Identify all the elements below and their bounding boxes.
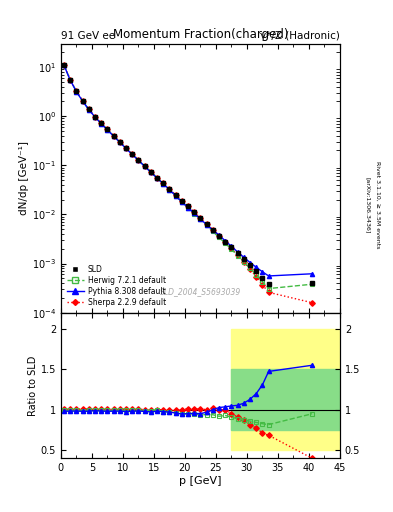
- Text: γ*/Z (Hadronic): γ*/Z (Hadronic): [260, 31, 340, 41]
- Bar: [231, 369, 340, 430]
- Text: 91 GeV ee: 91 GeV ee: [61, 31, 115, 41]
- X-axis label: p [GeV]: p [GeV]: [179, 476, 222, 486]
- Y-axis label: Ratio to SLD: Ratio to SLD: [28, 355, 38, 416]
- Title: Momentum Fraction(charged): Momentum Fraction(charged): [113, 28, 288, 41]
- Text: SLD_2004_S5693039: SLD_2004_S5693039: [160, 288, 241, 296]
- Text: Rivet 3.1.10, ≥ 3.5M events: Rivet 3.1.10, ≥ 3.5M events: [375, 161, 380, 248]
- Legend: SLD, Herwig 7.2.1 default, Pythia 8.308 default, Sherpa 2.2.9 default: SLD, Herwig 7.2.1 default, Pythia 8.308 …: [65, 263, 168, 309]
- Y-axis label: dN/dp [GeV⁻¹]: dN/dp [GeV⁻¹]: [19, 141, 29, 215]
- Bar: [231, 329, 340, 450]
- Text: [arXiv:1306.3436]: [arXiv:1306.3436]: [365, 177, 370, 233]
